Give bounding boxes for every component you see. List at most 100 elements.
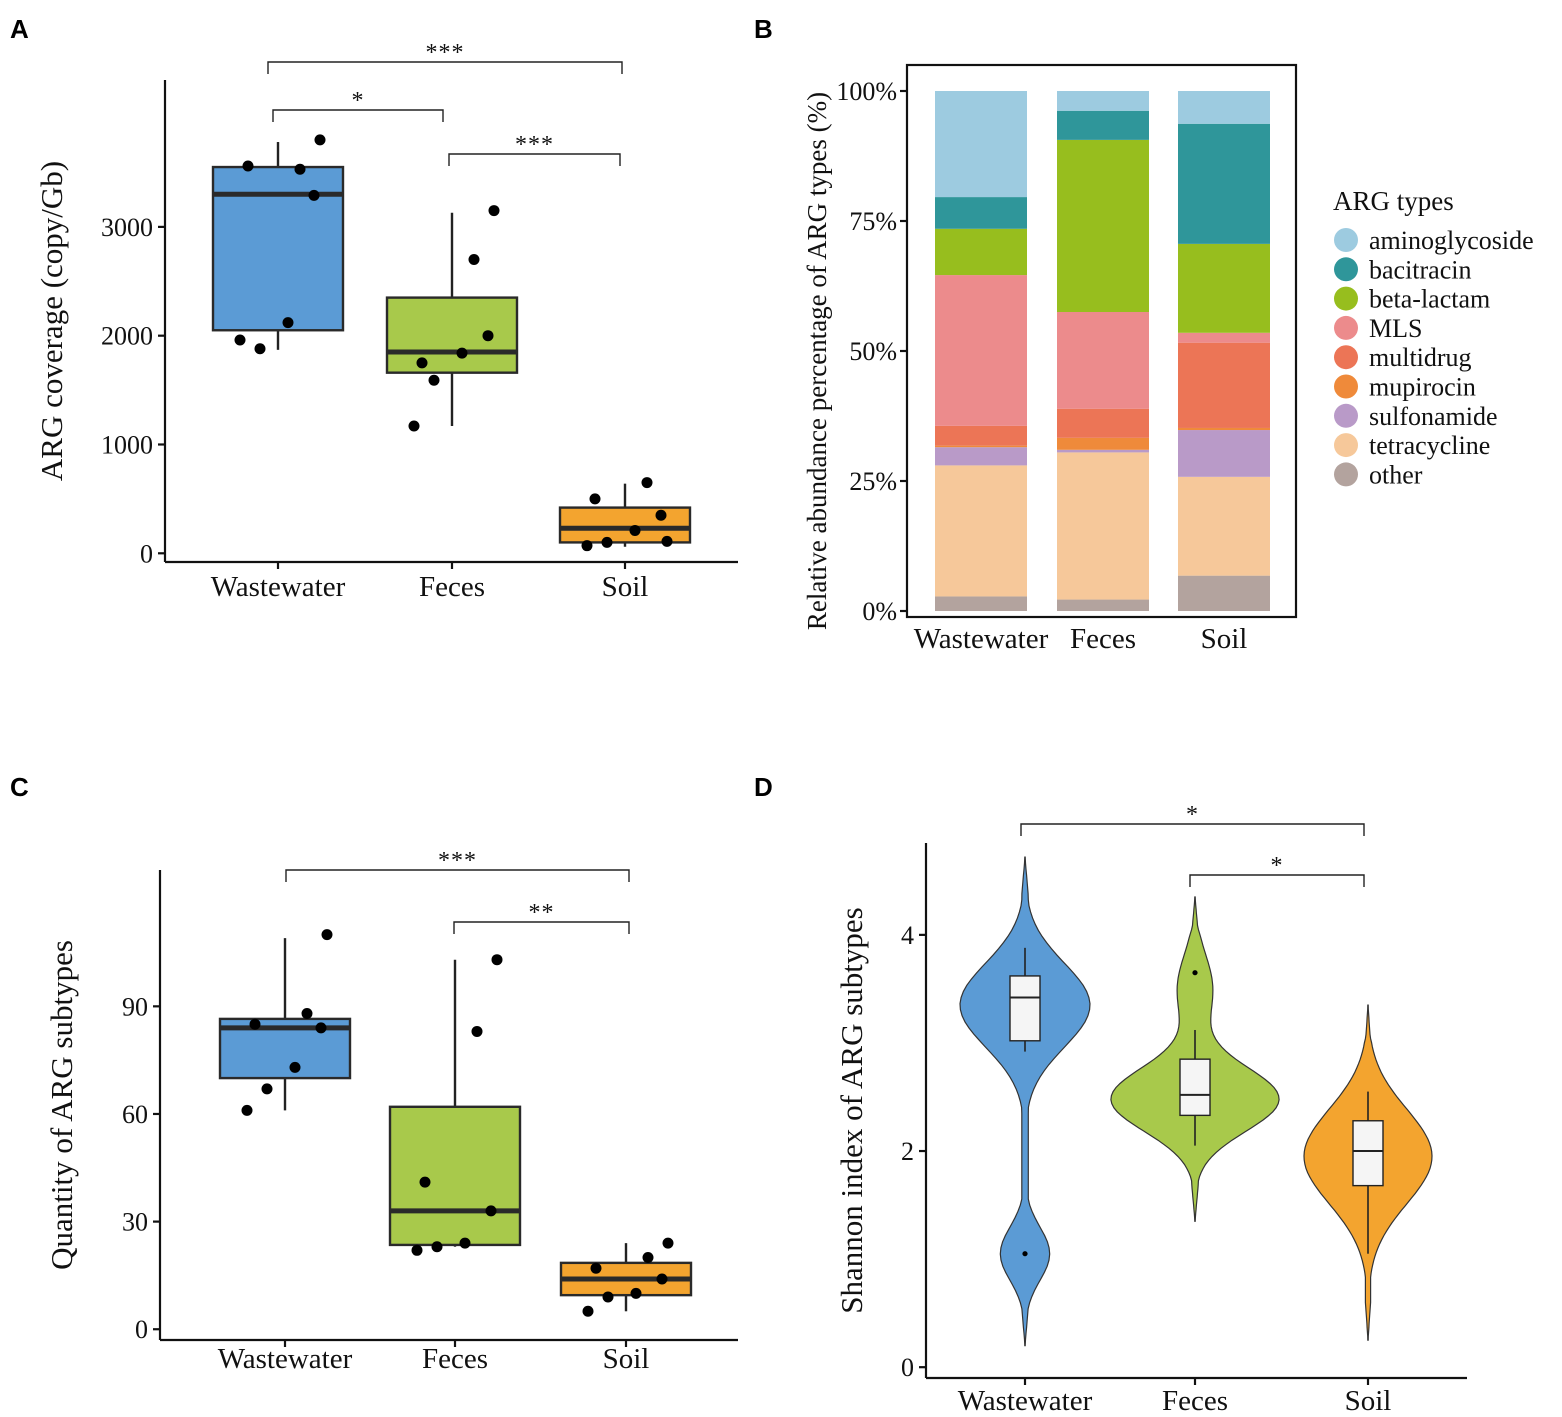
panel-b-legend-title: ARG types bbox=[1333, 186, 1454, 216]
panel-a-category-label-wastewater: Wastewater bbox=[211, 571, 346, 603]
panel-b-ytick-label: 0% bbox=[862, 597, 897, 626]
panel-a-ytick-label: 3000 bbox=[101, 213, 153, 242]
panel-a-soil-data-point bbox=[655, 509, 667, 521]
panel-c-significance-bracket-feces-soil bbox=[453, 921, 630, 934]
panel-d-significance-bracket-feces-soil bbox=[1189, 874, 1365, 887]
panel-letter-c: C bbox=[10, 772, 29, 802]
panel-b-bar-segment-feces-bacitracin bbox=[1057, 110, 1149, 140]
panel-b-bar-segment-wastewater-tetracycline bbox=[935, 465, 1027, 597]
panel-c-feces-data-point bbox=[459, 1237, 471, 1249]
panel-b-legend-swatch-sulfonamide bbox=[1334, 403, 1358, 428]
panel-b-bar-segment-soil-other bbox=[1178, 575, 1270, 611]
panel-c: C 0 30 60 90 Wastewater Feces Soil Quantity of A… bbox=[10, 772, 738, 1375]
panel-b-category-label-soil: Soil bbox=[1201, 623, 1248, 655]
panel-a-significance-bracket-wastewater-feces bbox=[272, 109, 444, 122]
panel-a-feces-data-point bbox=[428, 374, 440, 386]
panel-b-legend-label-aminoglycoside: aminoglycoside bbox=[1369, 226, 1534, 255]
panel-d-y-axis-title: Shannon index of ARG subtypes bbox=[834, 907, 869, 1313]
panel-c-significance-label: ** bbox=[529, 900, 555, 926]
panel-a-soil-data-point bbox=[661, 535, 673, 547]
panel-b-legend-label-other: other bbox=[1369, 460, 1423, 489]
panel-a-wastewater-data-point bbox=[242, 160, 254, 172]
panel-b-bar-segment-soil-sulfonamide bbox=[1178, 430, 1270, 477]
panel-letter-d: D bbox=[754, 772, 773, 802]
panel-a-wastewater-box bbox=[211, 165, 345, 332]
panel-b-legend-label-mupirocin: mupirocin bbox=[1369, 373, 1476, 402]
panel-c-significance-bracket-wastewater-soil bbox=[285, 869, 630, 882]
panel-b-bar-segment-feces-beta-lactam bbox=[1057, 139, 1149, 312]
panel-b-category-label-feces: Feces bbox=[1070, 623, 1136, 655]
panel-d-soil-box bbox=[1352, 1120, 1384, 1187]
panel-a-ytick-label: 1000 bbox=[101, 430, 153, 459]
panel-b-legend-label-beta-lactam: beta-lactam bbox=[1369, 285, 1490, 314]
panel-a-feces-data-point bbox=[482, 330, 494, 342]
panel-c-soil-data-point bbox=[630, 1287, 642, 1299]
panel-a-feces-data-point bbox=[416, 357, 428, 369]
panel-b-ytick-label: 100% bbox=[836, 77, 897, 106]
panel-d: D 0 2 4 Wastewater Feces Soil Shannon index of … bbox=[754, 772, 1467, 1417]
panel-b-bar-segment-feces-other bbox=[1057, 599, 1149, 611]
panel-a-feces-data-point bbox=[456, 347, 468, 359]
panel-a-wastewater-data-point bbox=[282, 317, 294, 329]
panel-c-ytick-label: 0 bbox=[135, 1315, 148, 1344]
panel-c-soil-data-point bbox=[662, 1237, 674, 1249]
panel-c-y-axis-title: Quantity of ARG subtypes bbox=[44, 940, 79, 1270]
panel-b-legend-label-tetracycline: tetracycline bbox=[1369, 431, 1490, 460]
panel-c-category-label-wastewater: Wastewater bbox=[218, 1343, 353, 1375]
panel-c-ytick-label: 30 bbox=[122, 1208, 148, 1237]
panel-c-feces-data-point bbox=[485, 1205, 497, 1217]
panel-d-ytick-label: 0 bbox=[901, 1353, 914, 1382]
panel-b-legend-swatch-aminoglycoside bbox=[1334, 228, 1358, 252]
panel-b-bar-segment-soil-bacitracin bbox=[1178, 123, 1270, 244]
panel-a-soil-data-point bbox=[581, 540, 593, 552]
panel-c-soil-data-point bbox=[582, 1305, 594, 1317]
panel-d-ytick-label: 2 bbox=[901, 1137, 914, 1166]
panel-b-bar-segment-soil-aminoglycoside bbox=[1178, 91, 1270, 124]
panel-c-feces-data-point bbox=[491, 954, 503, 966]
panel-b-legend-swatch-bacitracin bbox=[1334, 257, 1358, 282]
panel-a: A 0 1000 2000 3000 Wastewater Feces Soil ARG cov… bbox=[10, 14, 738, 603]
panel-a-ytick-label: 0 bbox=[140, 539, 153, 568]
panel-b-bar-segment-feces-multidrug bbox=[1057, 408, 1149, 438]
panel-b-legend-swatch-tetracycline bbox=[1334, 433, 1358, 458]
panel-a-feces-data-point bbox=[488, 205, 500, 217]
panel-b-plot-frame bbox=[905, 63, 1298, 619]
panel-d-significance-label: * bbox=[1271, 853, 1284, 879]
panel-a-significance-bracket-feces-soil bbox=[448, 153, 621, 166]
panel-b-bar-segment-wastewater-other bbox=[935, 596, 1027, 611]
panel-d-wastewater-violin bbox=[959, 856, 1091, 1347]
panel-b-bar-segment-soil-mupirocin bbox=[1178, 427, 1270, 431]
panel-c-wastewater-data-point bbox=[315, 1022, 327, 1034]
panel-c-wastewater-data-point bbox=[289, 1061, 301, 1073]
panel-a-soil-data-point bbox=[601, 536, 613, 548]
panel-letter-a: A bbox=[10, 14, 29, 44]
panel-letter-b: B bbox=[754, 14, 773, 44]
panel-a-soil-data-point bbox=[629, 524, 641, 536]
panel-c-feces-box bbox=[388, 1105, 522, 1247]
panel-a-category-label-soil: Soil bbox=[602, 571, 649, 603]
panel-a-feces-data-point bbox=[468, 254, 480, 266]
panel-b-legend-swatch-mupirocin bbox=[1334, 374, 1358, 399]
panel-c-wastewater-data-point bbox=[261, 1083, 273, 1095]
panel-b-ytick-label: 50% bbox=[849, 337, 897, 366]
panel-b-bar-segment-wastewater-bacitracin bbox=[935, 197, 1027, 229]
panel-a-significance-label: *** bbox=[426, 40, 465, 66]
panel-b-ytick-label: 25% bbox=[849, 467, 897, 496]
panel-a-wastewater-data-point bbox=[314, 134, 326, 146]
panel-b-bar-segment-wastewater-multidrug bbox=[935, 425, 1027, 446]
panel-b-bar-segment-wastewater-mupirocin bbox=[935, 445, 1027, 448]
panel-d-significance-label: * bbox=[1186, 802, 1199, 828]
panel-c-soil-data-point bbox=[642, 1251, 654, 1263]
panel-a-significance-bracket-wastewater-soil bbox=[267, 61, 623, 74]
panel-c-wastewater-data-point bbox=[249, 1018, 261, 1030]
panel-b-legend-label-bacitracin: bacitracin bbox=[1369, 255, 1472, 284]
panel-a-wastewater-data-point bbox=[308, 189, 320, 201]
panel-c-category-label-feces: Feces bbox=[422, 1343, 488, 1375]
panel-b-bar-segment-feces-tetracycline bbox=[1057, 452, 1149, 600]
panel-c-feces-data-point bbox=[419, 1176, 431, 1188]
panel-c-ytick-label: 60 bbox=[122, 1100, 148, 1129]
panel-b-bar-segment-soil-tetracycline bbox=[1178, 476, 1270, 576]
panel-a-significance-label: * bbox=[352, 88, 365, 114]
panel-c-soil-data-point bbox=[602, 1291, 614, 1303]
